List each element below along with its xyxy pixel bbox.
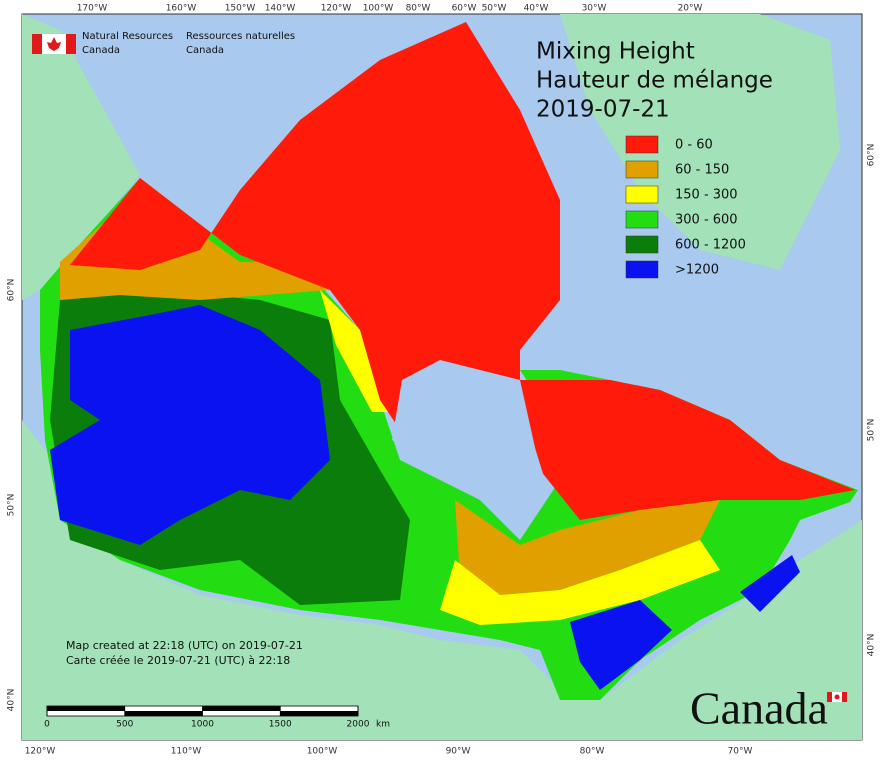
legend-label: 300 - 600 [675, 213, 738, 228]
scale-bar-label: 500 [116, 720, 133, 730]
scale-bar-label: 1000 [191, 720, 214, 730]
legend-label: >1200 [675, 263, 719, 278]
graticule-label: 80°W [406, 4, 431, 14]
greenland [560, 14, 840, 270]
graticule-label: 120°W [321, 4, 352, 14]
footer: Carte créée le 2019-07-21 (UTC) à 22:18 [66, 654, 290, 667]
graticule-label: 50°N [7, 494, 17, 517]
graticule-label: 60°N [867, 144, 877, 167]
legend-swatch [625, 160, 659, 179]
graticule-label: 40°N [7, 689, 17, 712]
zone-red-quebec [520, 380, 855, 520]
legend-swatch [625, 185, 659, 204]
legend-label: 600 - 1200 [675, 238, 746, 253]
scale-bar-unit: km [376, 720, 390, 730]
scale-bar-segment [124, 711, 203, 716]
scale-bar-segment [202, 706, 281, 711]
title: Mixing Height [536, 39, 695, 65]
legend-swatch [625, 235, 659, 254]
legend-label: 0 - 60 [675, 138, 713, 153]
zone-blue-maritimes [740, 555, 800, 612]
zone-yellow-south [440, 540, 720, 625]
graticule-label: 110°W [171, 747, 202, 757]
scale-bar-label: 0 [44, 720, 50, 730]
graticule-label: 140°W [265, 4, 296, 14]
hudson-bay [392, 360, 545, 540]
legend-label: 60 - 150 [675, 163, 729, 178]
graticule-label: 100°W [307, 747, 338, 757]
agency-en: Natural Resources [82, 31, 173, 42]
graticule-label: 90°W [446, 747, 471, 757]
legend-label: 150 - 300 [675, 188, 738, 203]
legend-swatch [625, 260, 659, 279]
graticule-label: 100°W [363, 4, 394, 14]
graticule-label: 160°W [166, 4, 197, 14]
alaska [22, 14, 140, 300]
zone-blue [50, 305, 330, 545]
agency-fr: Canada [186, 45, 224, 56]
graticule-label: 60°W [452, 4, 477, 14]
zone-orange-south [455, 500, 720, 595]
graticule-label: 40°N [867, 634, 877, 657]
graticule-label: 50°W [482, 4, 507, 14]
wordmark: Canada [690, 683, 828, 734]
graticule-label: 20°W [678, 4, 703, 14]
wordmark-flag [827, 692, 847, 702]
scale-bar-segment [47, 706, 125, 711]
zone-yellow-west [320, 290, 388, 412]
agency-fr: Ressources naturelles [186, 31, 295, 42]
scale-bar-segment [280, 711, 358, 716]
graticule-label: 40°W [524, 4, 549, 14]
graticule-label: 150°W [225, 4, 256, 14]
graticule-label: 120°W [25, 747, 56, 757]
graticule-label: 170°W [77, 4, 108, 14]
legend-swatch [625, 135, 659, 154]
zone-blue-ontario [570, 600, 672, 690]
legend-swatch [625, 210, 659, 229]
graticule-label: 80°W [580, 747, 605, 757]
graticule-label: 70°W [728, 747, 753, 757]
zone-red-north [70, 22, 560, 430]
nrcan-flag [32, 34, 76, 54]
scale-bar-label: 1500 [269, 720, 292, 730]
usa [22, 420, 862, 740]
graticule-label: 30°W [582, 4, 607, 14]
scale-bar-label: 2000 [347, 720, 370, 730]
agency-en: Canada [82, 45, 120, 56]
title: Hauteur de mélange [536, 68, 773, 94]
title: 2019-07-21 [536, 97, 670, 123]
footer: Map created at 22:18 (UTC) on 2019-07-21 [66, 639, 303, 652]
graticule-label: 50°N [867, 419, 877, 442]
graticule-label: 60°N [7, 279, 17, 302]
